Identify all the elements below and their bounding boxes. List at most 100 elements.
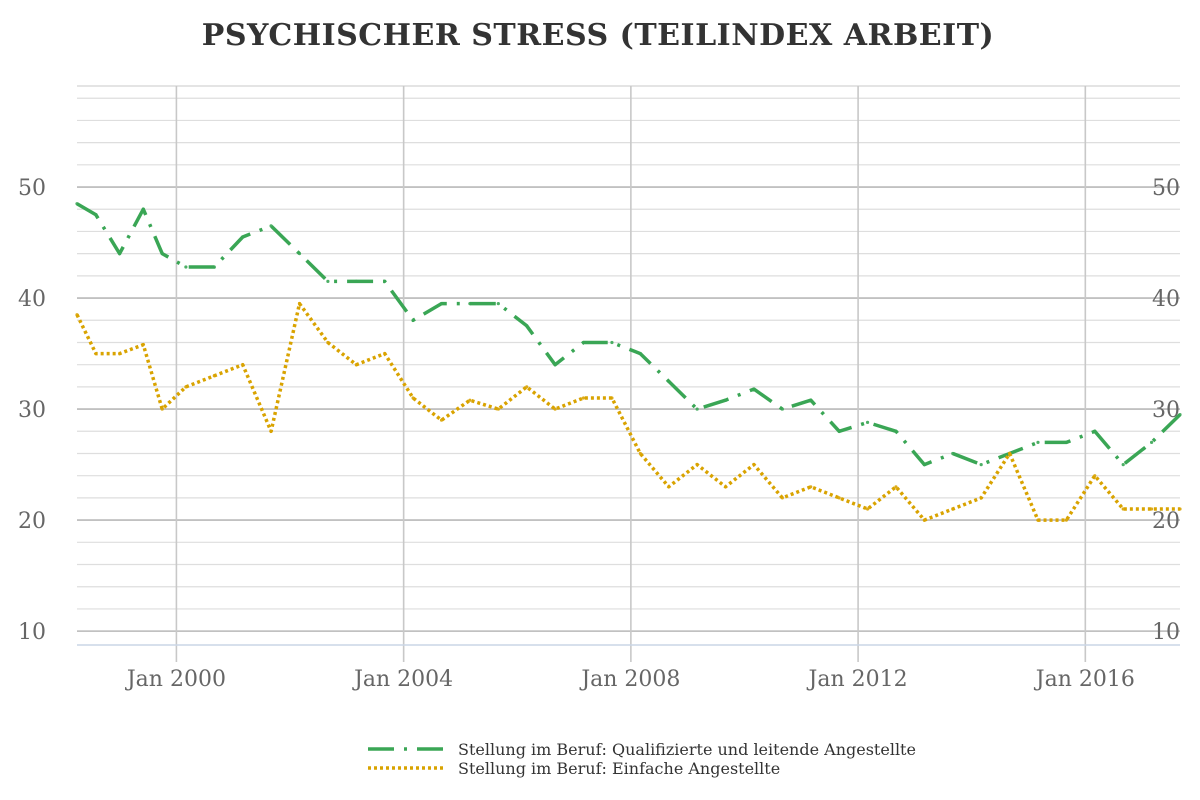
data-point (75, 202, 79, 206)
data-point (553, 363, 557, 367)
legend: Stellung im Beruf: Qualifizierte und lei… (368, 740, 916, 778)
x-tick-label: Jan 2004 (352, 667, 453, 692)
data-point (865, 507, 870, 511)
chart-title: PSYCHISCHER STRESS (TEILINDEX ARBEIT) (202, 18, 994, 53)
data-point (610, 396, 614, 400)
x-tick-label: Jan 2008 (579, 667, 680, 692)
data-point (1064, 440, 1068, 444)
data-point (354, 363, 358, 367)
series-line-0 (76, 202, 1182, 467)
series-0 (75, 202, 1182, 467)
data-point (269, 429, 273, 433)
series-layer (75, 202, 1182, 522)
data-point (212, 265, 216, 269)
data-point (411, 396, 415, 400)
data-point (184, 265, 188, 269)
data-point (118, 351, 122, 356)
data-point (1149, 440, 1154, 444)
data-point (922, 518, 926, 522)
y-tick-label-left: 40 (18, 287, 46, 312)
data-point (496, 407, 500, 411)
data-point (752, 462, 756, 467)
data-point (439, 302, 444, 306)
data-point (297, 302, 302, 306)
data-point (141, 207, 145, 211)
data-point (468, 398, 472, 402)
data-point (979, 496, 983, 500)
data-point (160, 252, 164, 256)
data-point (383, 279, 387, 284)
y-tick-label-right: 40 (1152, 287, 1180, 312)
legend-label-einfache: Stellung im Beruf: Einfache Angestellte (458, 759, 780, 778)
data-point (695, 407, 699, 411)
data-point (1178, 507, 1182, 511)
y-tick-label-right: 50 (1152, 176, 1180, 201)
grid-vertical (175, 86, 1087, 662)
data-point (894, 485, 898, 489)
data-point (1149, 507, 1154, 511)
data-point (1007, 451, 1012, 456)
data-point (1093, 474, 1097, 478)
data-point (809, 485, 813, 489)
series-1 (75, 301, 1182, 522)
data-point (638, 351, 642, 356)
data-point (241, 363, 245, 367)
data-point (439, 418, 444, 422)
grid-minor (77, 97, 1180, 610)
y-tick-label-left: 20 (18, 509, 46, 534)
data-point (269, 224, 273, 228)
data-point (411, 318, 415, 322)
legend-item-qualifizierte[interactable]: Stellung im Beruf: Qualifizierte und lei… (368, 740, 916, 759)
data-point (581, 340, 586, 345)
data-point (581, 396, 586, 400)
y-tick-label-left: 30 (18, 398, 46, 423)
data-point (94, 213, 98, 217)
data-point (553, 407, 557, 411)
y-tick-label-right: 10 (1152, 620, 1180, 645)
data-point (809, 398, 813, 402)
x-tick-label: Jan 2016 (1034, 667, 1135, 692)
data-point (160, 407, 164, 411)
data-point (638, 451, 642, 456)
series-line-1 (75, 301, 1180, 522)
data-point (1121, 462, 1125, 467)
x-tick-label: Jan 2000 (125, 667, 226, 692)
data-point (922, 462, 926, 467)
data-point (1121, 507, 1125, 511)
data-point (525, 324, 529, 328)
data-point (894, 429, 898, 433)
y-tick-label-left: 50 (18, 176, 46, 201)
data-point (610, 340, 614, 345)
data-point (1093, 429, 1097, 433)
data-point (1064, 518, 1068, 522)
data-point (118, 252, 122, 256)
y-tick-label-right: 20 (1152, 509, 1180, 534)
data-point (1036, 518, 1040, 522)
data-point (837, 429, 841, 433)
data-point (951, 451, 955, 456)
data-point (468, 302, 472, 306)
data-point (354, 279, 358, 284)
legend-item-einfache[interactable]: Stellung im Beruf: Einfache Angestellte (368, 759, 780, 778)
data-point (326, 340, 330, 345)
data-point (667, 379, 671, 383)
data-point (525, 385, 529, 389)
data-point (979, 462, 983, 467)
data-point (184, 385, 188, 389)
data-point (780, 496, 784, 500)
data-point (141, 343, 145, 347)
y-axis-left: 10 20 30 40 50 (18, 176, 46, 645)
data-point (780, 407, 784, 411)
data-point (241, 235, 245, 239)
data-point (951, 507, 955, 511)
data-point (496, 302, 500, 306)
data-point (383, 351, 387, 356)
data-point (723, 398, 728, 402)
data-point (297, 252, 302, 256)
data-point (667, 485, 671, 489)
data-point (1178, 413, 1182, 417)
data-point (752, 387, 756, 391)
data-point (1036, 440, 1040, 444)
